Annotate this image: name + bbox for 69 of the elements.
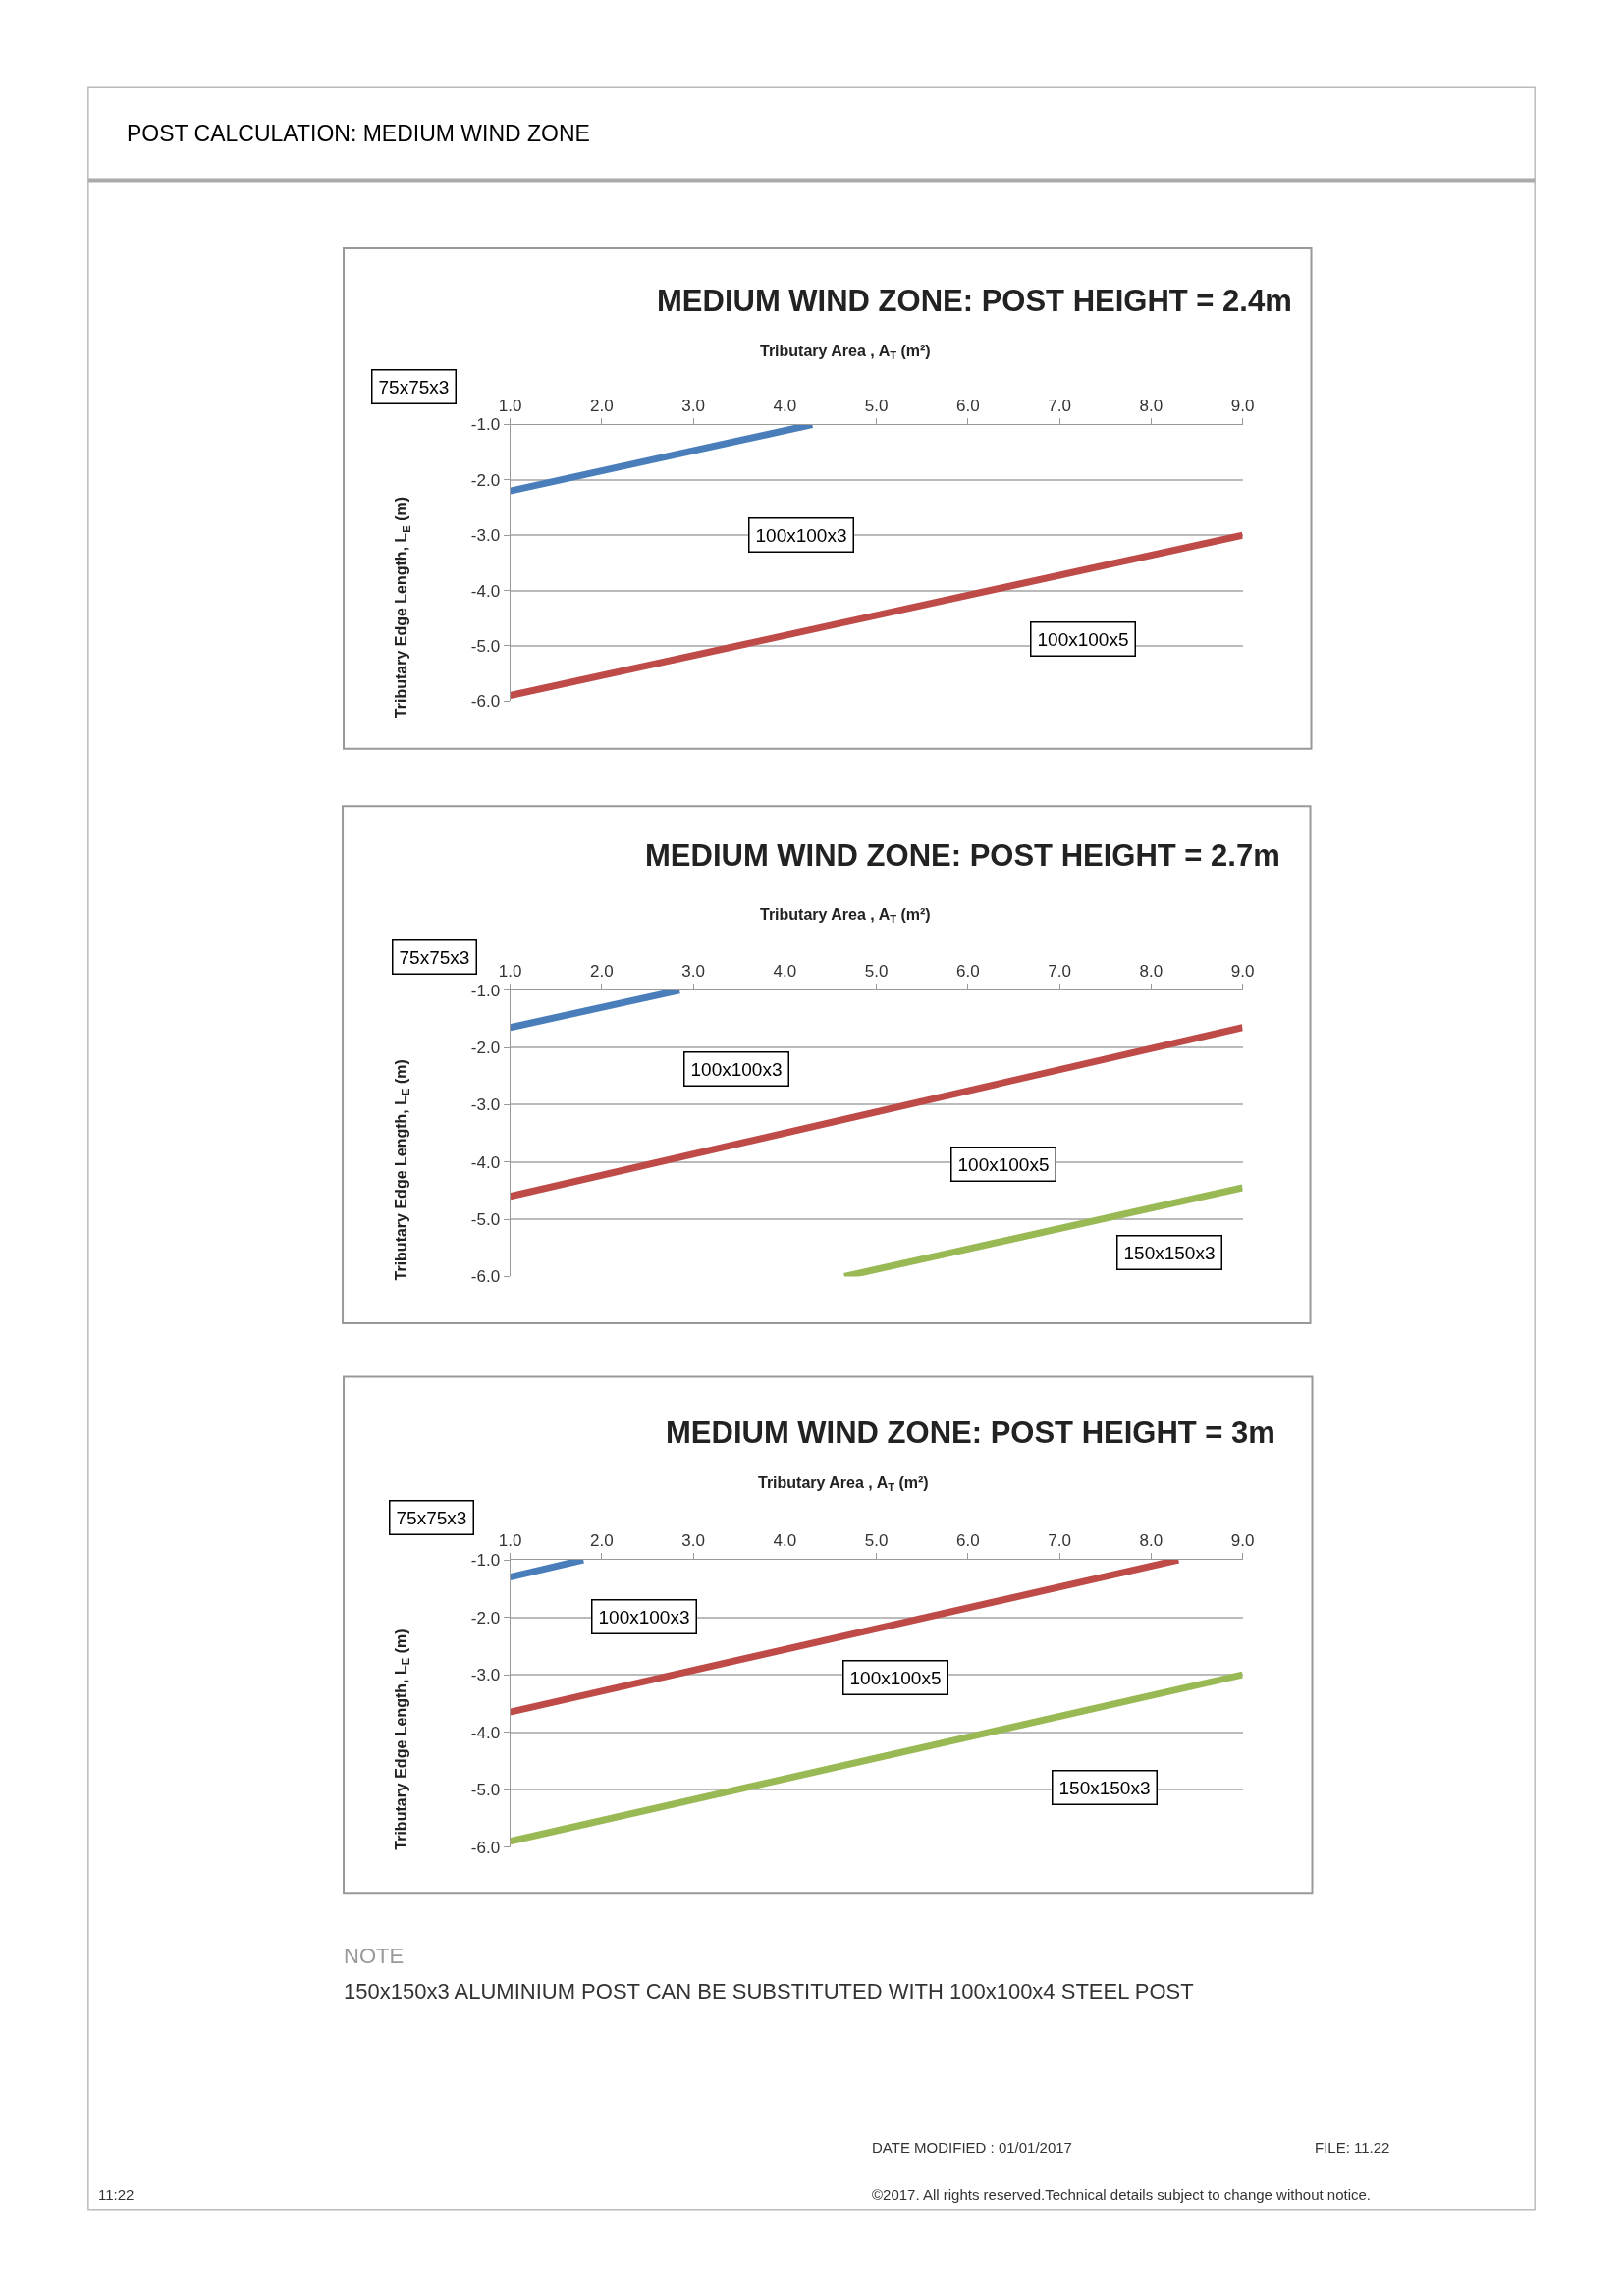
- y-tick-label: -6.0: [470, 692, 501, 712]
- y-tick-label: -3.0: [470, 1666, 501, 1685]
- y-tick-label: -2.0: [470, 470, 501, 490]
- x-tick-label: 8.0: [1139, 396, 1164, 415]
- x-tick-label: 2.0: [589, 962, 614, 982]
- x-tick-label: 9.0: [1230, 396, 1255, 415]
- annotation: 150x150x3: [1058, 1777, 1151, 1798]
- y-tick-label: -4.0: [470, 1152, 501, 1172]
- x-axis-title: Tributary Area , A$_{T}$ (m²): [758, 1474, 929, 1494]
- annotation: 100x100x5: [849, 1667, 942, 1688]
- x-tick-label: 2.0: [589, 396, 614, 415]
- text: FILE: 11.22: [1315, 2139, 1390, 2156]
- x-tick-label: 3.0: [681, 396, 705, 415]
- x-tick-label: 4.0: [773, 962, 797, 982]
- text: 75x75x3: [378, 376, 450, 398]
- annotation: 100x100x3: [598, 1606, 690, 1628]
- y-tick-label: -1.0: [470, 415, 501, 435]
- y-tick-label: -5.0: [470, 1781, 501, 1800]
- x-axis-title: Tributary Area , A$_{T}$ (m²): [760, 906, 931, 926]
- annotation: 100x100x3: [690, 1058, 783, 1080]
- text: NOTE: [344, 1944, 405, 1968]
- x-tick-label: 9.0: [1230, 962, 1255, 982]
- chart-title: MEDIUM WIND ZONE: POST HEIGHT = 2.4m: [657, 284, 1292, 318]
- x-tick-label: 1.0: [498, 962, 522, 982]
- x-tick-label: 3.0: [681, 962, 705, 982]
- x-tick-label: 7.0: [1048, 962, 1071, 982]
- text: 75x75x3: [399, 946, 470, 968]
- x-tick-label: 3.0: [681, 1531, 705, 1551]
- x-tick-label: 9.0: [1230, 1531, 1255, 1551]
- x-tick-label: 5.0: [864, 396, 889, 415]
- chart-title: MEDIUM WIND ZONE: POST HEIGHT = 3m: [666, 1415, 1275, 1450]
- x-tick-label: 6.0: [955, 396, 980, 415]
- x-tick-label: 7.0: [1048, 1531, 1071, 1551]
- y-tick-label: -6.0: [470, 1267, 501, 1287]
- x-tick-label: 8.0: [1139, 962, 1164, 982]
- annotation: 100x100x5: [1037, 628, 1129, 650]
- text: 75x75x3: [396, 1507, 467, 1528]
- x-tick-label: 6.0: [955, 1531, 980, 1551]
- y-tick-label: -1.0: [470, 981, 501, 1000]
- y-tick-label: -2.0: [470, 1608, 501, 1628]
- text: POST CALCULATION: MEDIUM WIND ZONE: [127, 121, 590, 146]
- text: 11:22: [98, 2186, 135, 2203]
- chart-title: MEDIUM WIND ZONE: POST HEIGHT = 2.7m: [645, 838, 1280, 873]
- x-tick-label: 2.0: [589, 1531, 614, 1551]
- annotation: 100x100x3: [755, 524, 847, 546]
- y-tick-label: -5.0: [470, 636, 501, 656]
- annotation: 150x150x3: [1123, 1242, 1216, 1263]
- y-tick-label: -3.0: [470, 526, 501, 546]
- x-tick-label: 4.0: [773, 396, 797, 415]
- text: 150x150x3 ALUMINIUM POST CAN BE SUBSTITUTED WITH 100x100x4 STEEL POST: [344, 1979, 1194, 2003]
- annotation: 100x100x5: [957, 1153, 1050, 1175]
- x-tick-label: 6.0: [955, 962, 980, 982]
- x-tick-label: 7.0: [1048, 396, 1071, 415]
- x-tick-label: 1.0: [498, 1531, 522, 1551]
- x-tick-label: 4.0: [773, 1531, 797, 1551]
- text: DATE MODIFIED : 01/01/2017: [872, 2139, 1072, 2156]
- x-tick-label: 8.0: [1139, 1531, 1164, 1551]
- y-tick-label: -1.0: [470, 1551, 501, 1571]
- y-tick-label: -4.0: [470, 1723, 501, 1742]
- text: ©2017. All rights reserved.Technical details subject to change without notice.: [872, 2186, 1372, 2203]
- y-tick-label: -3.0: [470, 1095, 501, 1115]
- y-tick-label: -2.0: [470, 1039, 501, 1058]
- y-tick-label: -4.0: [470, 581, 501, 601]
- y-tick-label: -6.0: [470, 1838, 501, 1857]
- x-tick-label: 5.0: [864, 1531, 889, 1551]
- x-axis-title: Tributary Area , A$_{T}$ (m²): [760, 343, 931, 362]
- x-tick-label: 1.0: [498, 396, 522, 415]
- y-tick-label: -5.0: [470, 1210, 501, 1230]
- x-tick-label: 5.0: [864, 962, 889, 982]
